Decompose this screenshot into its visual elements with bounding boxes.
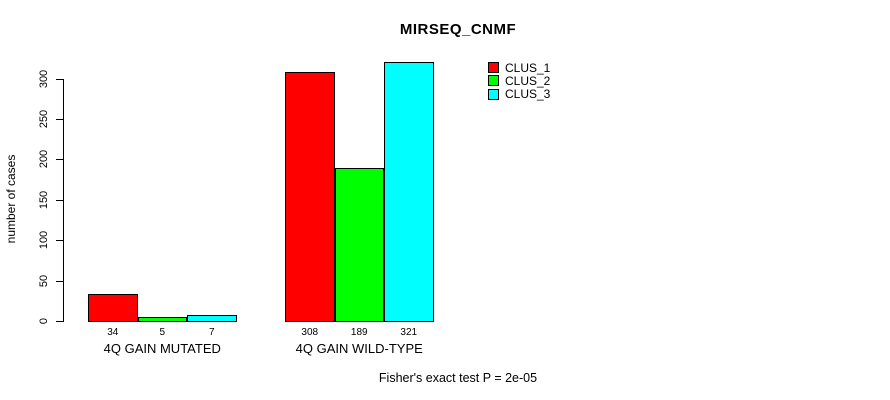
bar-value-label: 5 (159, 327, 166, 338)
y-tick-mark (56, 159, 63, 161)
bar-value-label: 321 (400, 327, 418, 338)
bar-value-label: 7 (208, 327, 215, 338)
group-label: 4Q GAIN MUTATED (103, 341, 221, 356)
bar-clus_1-2 (285, 72, 335, 322)
bar-value-label: 34 (107, 327, 119, 338)
bar-clus_3-2 (384, 61, 434, 322)
bar-value-label: 189 (350, 327, 368, 338)
y-tick-mark (56, 78, 63, 80)
y-tick-mark (56, 280, 63, 282)
fishers-test-annotation: Fisher's exact test P = 2e-05 (378, 371, 538, 385)
y-tick-mark (56, 199, 63, 201)
y-tick-mark (56, 321, 63, 322)
chart-title: MIRSEQ_CNMF (399, 21, 517, 38)
legend-item-clus_1: CLUS_1 (488, 60, 551, 75)
y-tick-mark (56, 240, 63, 242)
group-label: 4Q GAIN WILD-TYPE (295, 341, 423, 356)
bar-value-label: 308 (301, 327, 319, 338)
legend-item-clus_3: CLUS_3 (488, 87, 551, 102)
legend-label: CLUS_1 (505, 60, 551, 75)
legend-item-clus_2: CLUS_2 (488, 73, 551, 88)
legend-swatch-icon (488, 75, 499, 87)
y-axis-line (63, 78, 64, 322)
legend: CLUS_1 CLUS_2 CLUS_3 (488, 61, 550, 101)
bar-clus_2-1 (137, 316, 187, 322)
bar-clus_3-1 (187, 315, 237, 322)
legend-label: CLUS_3 (505, 87, 551, 102)
legend-swatch-icon (488, 62, 499, 74)
legend-label: CLUS_2 (505, 73, 551, 88)
bar-clus_1-1 (88, 293, 138, 322)
y-tick-mark (56, 119, 63, 120)
bar-clus_2-2 (334, 168, 384, 322)
legend-swatch-icon (488, 88, 499, 100)
